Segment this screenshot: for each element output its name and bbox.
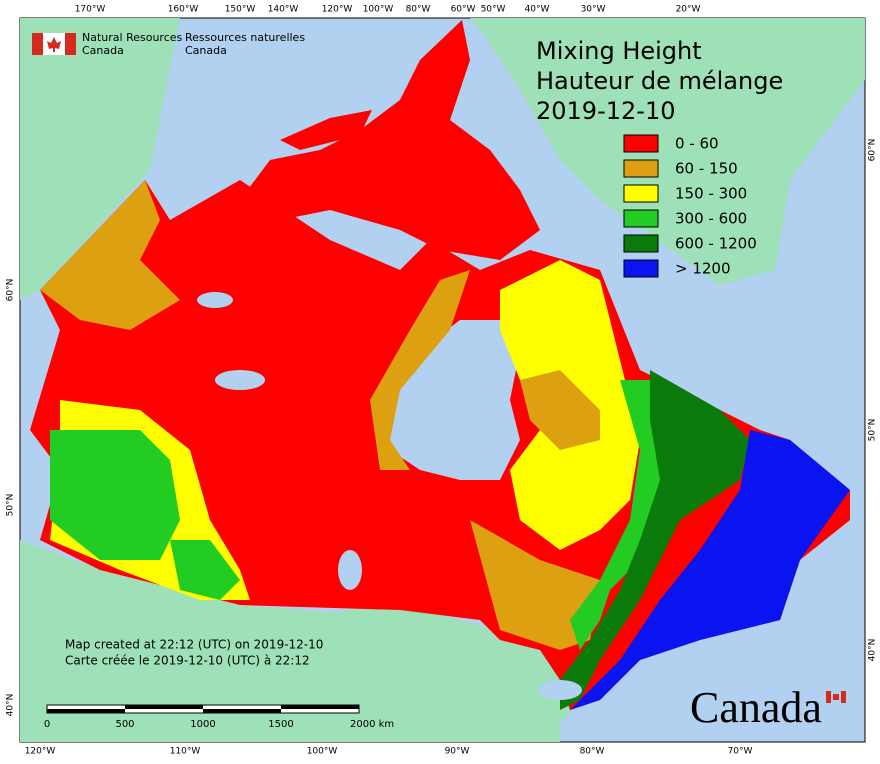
legend-label: 300 - 600 bbox=[675, 210, 747, 228]
zone-60-150 bbox=[470, 520, 600, 650]
legend-swatch bbox=[623, 134, 659, 153]
flag-band bbox=[65, 33, 76, 55]
lon-label: 30°W bbox=[581, 5, 606, 15]
scale-label: 1500 bbox=[268, 719, 293, 730]
legend-swatch bbox=[623, 259, 659, 278]
scale-segment bbox=[125, 705, 203, 709]
maple-leaf bbox=[47, 37, 61, 52]
land bbox=[20, 18, 865, 742]
agency-fr: Ressources naturelles bbox=[185, 31, 305, 44]
lon-label: 60°W bbox=[451, 5, 476, 15]
legend-label: > 1200 bbox=[675, 260, 731, 278]
maple-leaf bbox=[833, 694, 839, 700]
flag-band bbox=[32, 33, 43, 55]
lon-label: 120°W bbox=[25, 747, 56, 757]
lon-label: 70°W bbox=[728, 747, 753, 757]
lon-label: 40°W bbox=[525, 5, 550, 15]
lake bbox=[215, 370, 265, 390]
zone-60-150 bbox=[520, 370, 600, 450]
scale-label: 0 bbox=[44, 719, 50, 730]
lon-label: 170°W bbox=[75, 5, 106, 15]
lat-label: 60°N bbox=[6, 279, 16, 302]
lon-label: 110°W bbox=[170, 747, 201, 757]
legend-swatch bbox=[623, 209, 659, 228]
zone-300-600 bbox=[50, 430, 180, 560]
scale-segment bbox=[281, 705, 359, 709]
flag-band bbox=[841, 691, 846, 703]
logo bbox=[32, 33, 76, 55]
scale-bar bbox=[46, 704, 360, 714]
lat-label: 60°N bbox=[868, 139, 878, 162]
scale-segment bbox=[47, 709, 125, 713]
lon-label: 100°W bbox=[363, 5, 394, 15]
legend-label: 0 - 60 bbox=[675, 135, 719, 153]
agency-en: Natural Resources bbox=[82, 31, 183, 44]
legend-swatch bbox=[623, 234, 659, 253]
lake bbox=[538, 680, 582, 700]
lat-label: 40°N bbox=[6, 694, 16, 717]
lon-label: 90°W bbox=[445, 747, 470, 757]
legend-label: 60 - 150 bbox=[675, 160, 738, 178]
zone-300-600 bbox=[170, 540, 240, 600]
lon-label: 50°W bbox=[481, 5, 506, 15]
lon-label: 100°W bbox=[307, 747, 338, 757]
arctic-islands bbox=[240, 20, 540, 260]
lon-label: 80°W bbox=[406, 5, 431, 15]
wordmark: Canada bbox=[690, 683, 822, 732]
zone-60-150 bbox=[40, 180, 180, 330]
zone-over-1200 bbox=[570, 430, 850, 710]
zone-600-1200 bbox=[560, 370, 750, 710]
legend-label: 600 - 1200 bbox=[675, 235, 757, 253]
usa bbox=[20, 540, 592, 742]
credit: Carte créée le 2019-12-10 (UTC) à 22:12 bbox=[65, 654, 310, 668]
lon-label: 120°W bbox=[322, 5, 353, 15]
title: Mixing Height bbox=[536, 37, 702, 65]
lat-label: 40°N bbox=[868, 639, 878, 662]
lake bbox=[197, 292, 233, 308]
zone-300-600 bbox=[570, 380, 680, 650]
lat-label: 50°N bbox=[6, 494, 16, 517]
lat-label: 50°N bbox=[868, 419, 878, 442]
legend-label: 150 - 300 bbox=[675, 185, 747, 203]
greenland bbox=[470, 18, 865, 285]
title: Hauteur de mélange bbox=[536, 67, 783, 95]
lon-label: 150°W bbox=[225, 5, 256, 15]
credit: Map created at 22:12 (UTC) on 2019-12-10 bbox=[65, 638, 323, 652]
agency-fr: Canada bbox=[185, 44, 227, 57]
scale-label: 2000 km bbox=[350, 719, 394, 730]
legend-swatch bbox=[623, 159, 659, 178]
legend-swatch bbox=[623, 184, 659, 203]
arctic-island bbox=[280, 110, 372, 150]
alaska bbox=[20, 18, 180, 300]
lon-label: 80°W bbox=[580, 747, 605, 757]
lon-label: 160°W bbox=[168, 5, 199, 15]
scale-label: 500 bbox=[115, 719, 134, 730]
wordmark-flag bbox=[826, 691, 846, 703]
zone-60-150 bbox=[370, 270, 470, 470]
flag-band bbox=[826, 691, 831, 703]
scale-segment bbox=[203, 709, 281, 713]
lon-label: 20°W bbox=[676, 5, 701, 15]
scale-label: 1000 bbox=[190, 719, 215, 730]
lake bbox=[338, 550, 362, 590]
agency-en: Canada bbox=[82, 44, 124, 57]
title: 2019-12-10 bbox=[536, 97, 675, 125]
lon-label: 140°W bbox=[268, 5, 299, 15]
